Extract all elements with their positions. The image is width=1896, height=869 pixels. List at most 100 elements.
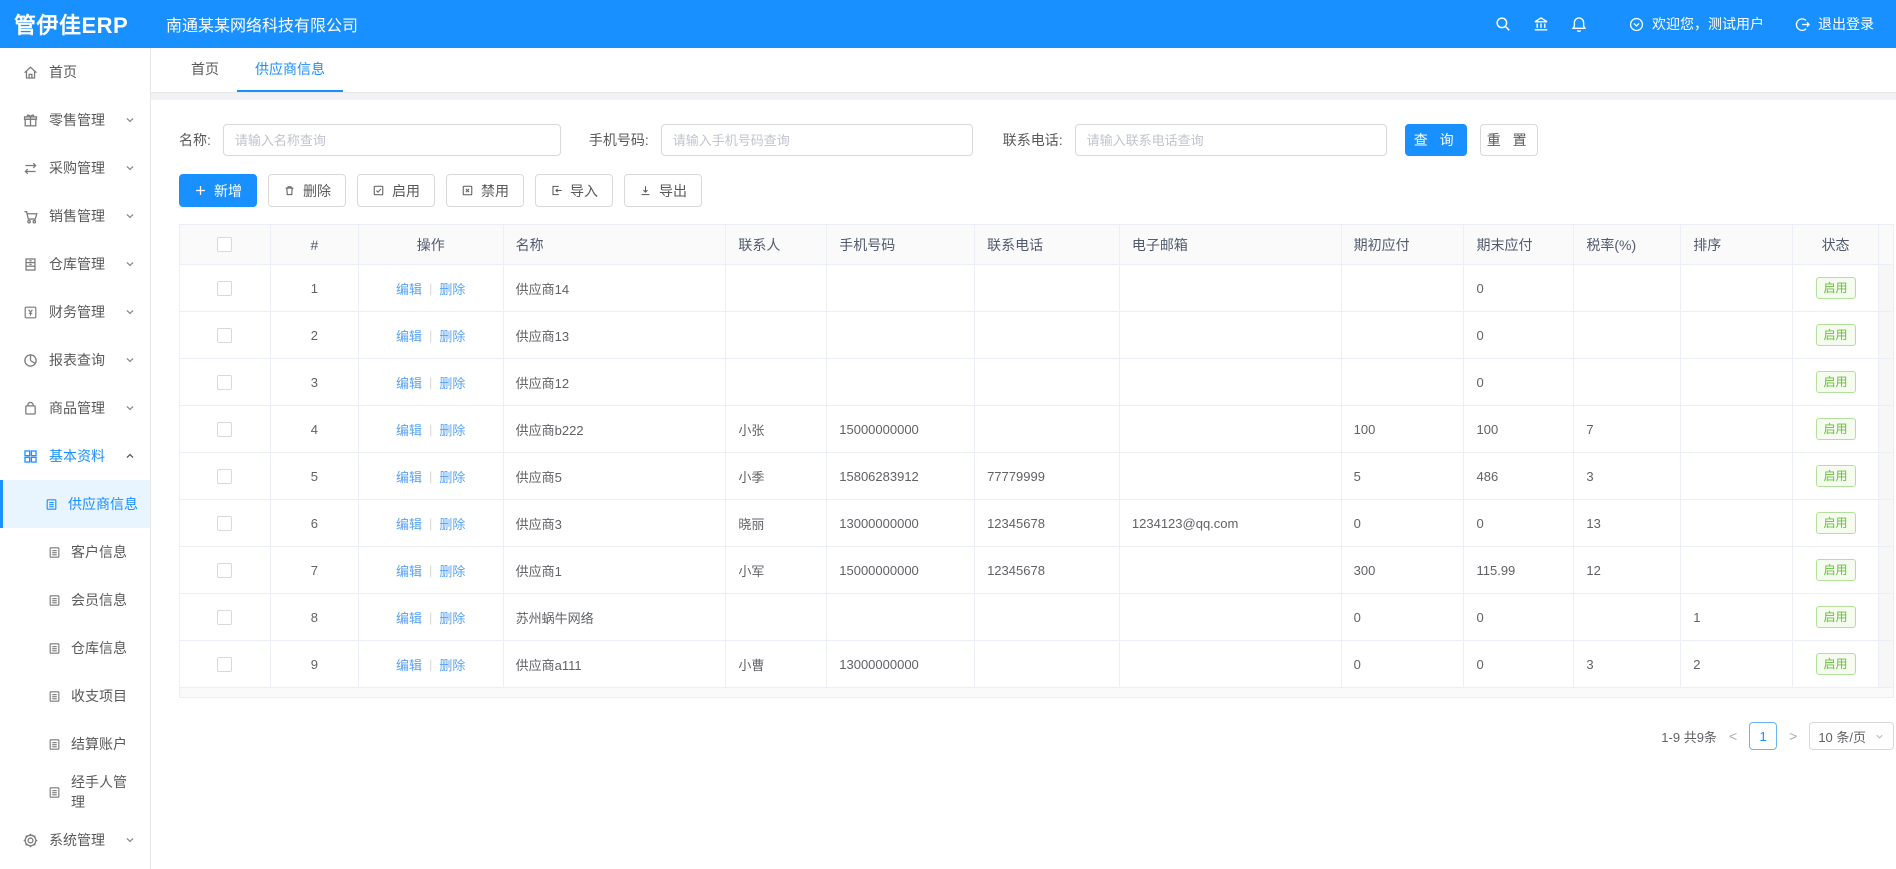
link-divider: | <box>429 609 433 625</box>
delete-link[interactable]: 删除 <box>439 328 466 344</box>
cell-sort <box>1681 453 1794 499</box>
row-checkbox[interactable] <box>217 327 233 343</box>
name-search-input[interactable] <box>222 124 561 156</box>
sidebar-item-customer-info[interactable]: 客户信息 <box>0 528 150 576</box>
sidebar-item-supplier-info[interactable]: 供应商信息 <box>0 480 150 528</box>
shopping-bag-icon <box>22 400 39 417</box>
row-checkbox[interactable] <box>217 562 233 578</box>
table-row: 3 编辑 | 删除 供应商12 0 启用 <box>180 359 1893 406</box>
row-checkbox[interactable] <box>217 374 233 390</box>
edit-link[interactable]: 编辑 <box>396 375 423 391</box>
document-icon <box>47 593 62 608</box>
row-select-cell <box>180 500 271 546</box>
logout-button[interactable]: 退出登录 <box>1794 14 1874 34</box>
page-size-select[interactable]: 10 条/页 <box>1809 722 1894 750</box>
delete-link[interactable]: 删除 <box>439 657 466 673</box>
cell-sort <box>1681 359 1794 405</box>
cell-status: 启用 <box>1793 453 1880 499</box>
bell-icon[interactable] <box>1560 15 1598 33</box>
table-header-cell[interactable]: 电子邮箱 <box>1120 225 1342 264</box>
row-checkbox[interactable] <box>217 421 233 437</box>
table-header-cell[interactable]: 期末应付 <box>1464 225 1575 264</box>
sidebar-item-basic-data[interactable]: 基本资料 <box>0 432 150 480</box>
row-checkbox[interactable] <box>217 468 233 484</box>
sidebar-item-sales[interactable]: 销售管理 <box>0 192 150 240</box>
edit-link[interactable]: 编辑 <box>396 469 423 485</box>
cell-contact <box>726 594 828 640</box>
sidebar-item-handler-management[interactable]: 经手人管理 <box>0 768 150 816</box>
sidebar-item-settlement-account[interactable]: 结算账户 <box>0 720 150 768</box>
page-number-button[interactable]: 1 <box>1749 722 1778 750</box>
delete-link[interactable]: 删除 <box>439 563 466 579</box>
delete-link[interactable]: 删除 <box>439 375 466 391</box>
table-header-cell[interactable]: 期初应付 <box>1342 225 1465 264</box>
sidebar-item-warehouse[interactable]: 仓库管理 <box>0 240 150 288</box>
row-checkbox[interactable] <box>217 609 233 625</box>
cell-tel <box>975 359 1120 405</box>
edit-link[interactable]: 编辑 <box>396 563 423 579</box>
row-checkbox[interactable] <box>217 280 233 296</box>
table-header-cell[interactable]: 排序 <box>1681 225 1794 264</box>
edit-link[interactable]: 编辑 <box>396 422 423 438</box>
table-header-cell[interactable]: 手机号码 <box>827 225 976 264</box>
reset-button[interactable]: 重 置 <box>1479 124 1538 156</box>
edit-link[interactable]: 编辑 <box>396 328 423 344</box>
table-header-cell[interactable]: 名称 <box>504 225 727 264</box>
cell-contact <box>726 312 828 358</box>
link-divider: | <box>429 374 433 390</box>
add-button[interactable]: 新增 <box>179 174 257 207</box>
horizontal-scrollbar[interactable] <box>179 688 1894 698</box>
export-button[interactable]: 导出 <box>624 174 702 207</box>
name-label: 名称: <box>179 132 211 148</box>
edit-link[interactable]: 编辑 <box>396 281 423 297</box>
sidebar-item-income-expense[interactable]: 收支项目 <box>0 672 150 720</box>
tel-search-input[interactable] <box>1074 124 1387 156</box>
sidebar-item-reports[interactable]: 报表查询 <box>0 336 150 384</box>
sidebar-item-system[interactable]: 系统管理 <box>0 816 150 864</box>
sidebar-item-purchase[interactable]: 采购管理 <box>0 144 150 192</box>
table-header-cell[interactable]: 联系电话 <box>975 225 1120 264</box>
next-page-button[interactable]: > <box>1789 728 1798 744</box>
delete-button[interactable]: 删除 <box>268 174 346 207</box>
delete-link[interactable]: 删除 <box>439 516 466 532</box>
table-row: 6 编辑 | 删除 供应商3 晓丽 13000000000 12345678 1… <box>180 500 1893 547</box>
tab-supplier-info[interactable]: 供应商信息 <box>237 48 343 92</box>
table-header-cell[interactable]: 税率(%) <box>1574 225 1682 264</box>
query-button[interactable]: 查 询 <box>1404 124 1467 156</box>
edit-link[interactable]: 编辑 <box>396 516 423 532</box>
sidebar-item-warehouse-info[interactable]: 仓库信息 <box>0 624 150 672</box>
delete-link[interactable]: 删除 <box>439 469 466 485</box>
row-checkbox[interactable] <box>217 656 233 672</box>
sidebar-item-retail[interactable]: 零售管理 <box>0 96 150 144</box>
sidebar-item-member-info[interactable]: 会员信息 <box>0 576 150 624</box>
enable-button[interactable]: 启用 <box>357 174 435 207</box>
cell-sort: 2 <box>1681 641 1794 687</box>
table-header-cell[interactable]: 状态 <box>1793 225 1880 264</box>
edit-link[interactable]: 编辑 <box>396 657 423 673</box>
search-icon[interactable] <box>1484 15 1522 33</box>
table-header-cell[interactable]: # <box>271 225 359 264</box>
sidebar-item-finance[interactable]: 财务管理 <box>0 288 150 336</box>
delete-link[interactable]: 删除 <box>439 281 466 297</box>
delete-link[interactable]: 删除 <box>439 610 466 626</box>
sidebar-item-goods[interactable]: 商品管理 <box>0 384 150 432</box>
cell-phone: 15806283912 <box>827 453 976 499</box>
sidebar-item-home[interactable]: 首页 <box>0 48 150 96</box>
link-divider: | <box>429 421 433 437</box>
row-checkbox[interactable] <box>217 515 233 531</box>
prev-page-button[interactable]: < <box>1728 728 1738 744</box>
phone-search-input[interactable] <box>660 124 973 156</box>
tab-home[interactable]: 首页 <box>191 61 219 77</box>
cell-phone: 15000000000 <box>827 547 976 593</box>
welcome-user[interactable]: 欢迎您，测试用户 <box>1628 14 1764 34</box>
disable-button[interactable]: 禁用 <box>446 174 524 207</box>
edit-link[interactable]: 编辑 <box>396 610 423 626</box>
table-header-cell[interactable]: 操作 <box>359 225 504 264</box>
select-all-checkbox[interactable] <box>217 237 233 252</box>
import-button[interactable]: 导入 <box>535 174 613 207</box>
cell-phone: 15000000000 <box>827 406 976 452</box>
bank-icon[interactable] <box>1522 15 1560 33</box>
delete-link[interactable]: 删除 <box>439 422 466 438</box>
cell-tax-rate <box>1574 312 1682 358</box>
table-header-cell[interactable]: 联系人 <box>726 225 828 264</box>
